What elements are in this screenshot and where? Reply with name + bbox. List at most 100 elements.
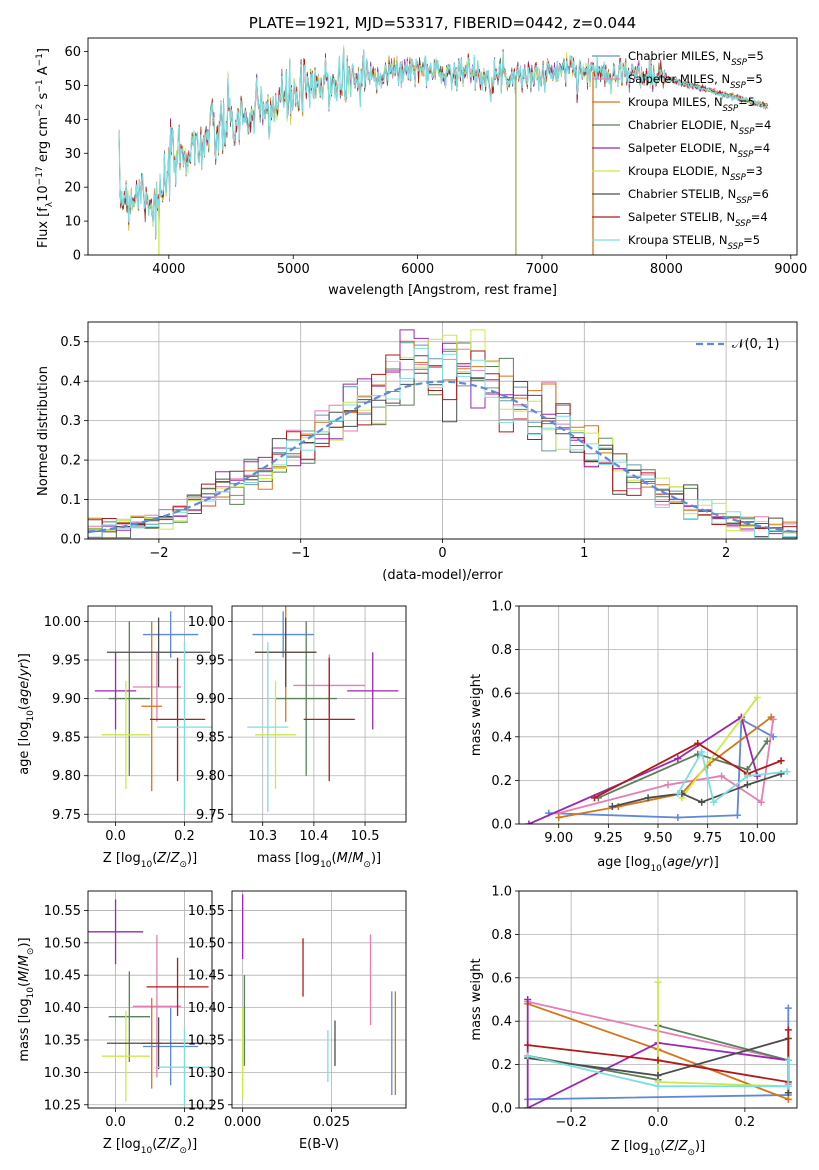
weight-line-7 <box>527 1029 790 1084</box>
y-tick-label: 10.00 <box>44 615 81 630</box>
panel-mass_vs_Z <box>84 890 213 1112</box>
y-axis-label: mass weight <box>469 674 484 756</box>
legend-entry: Salpeter STELIB, NSSP=4 <box>628 210 768 229</box>
y-tick-label: 10.40 <box>44 1001 81 1016</box>
x-tick-label: 8000 <box>650 262 683 277</box>
weight-marker <box>608 803 616 811</box>
x-axis-label: (data-model)/error <box>382 568 503 583</box>
weight-marker <box>664 781 672 789</box>
weight-marker <box>710 798 718 806</box>
weight-marker <box>524 1052 532 1060</box>
y-tick-label: 0.1 <box>60 493 81 508</box>
x-axis-label: wavelength [Angstrom, rest frame] <box>328 283 557 298</box>
x-tick-label: 0.0 <box>105 829 126 844</box>
x-axis-label: mass [log10(M/M⊙)] <box>257 851 381 870</box>
y-tick-label: 0.8 <box>491 928 512 943</box>
y-tick-label: 10 <box>64 215 81 230</box>
plot-area <box>88 899 212 1107</box>
x-tick-label: 9.50 <box>644 831 673 846</box>
weight-marker <box>743 772 751 780</box>
axes-frame <box>87 37 798 256</box>
y-tick-label: 0.2 <box>491 1058 512 1073</box>
normal-curve <box>88 380 797 534</box>
axes-frame <box>518 890 798 1109</box>
plot-area <box>94 611 212 812</box>
axes-frame <box>518 605 798 825</box>
weight-marker <box>674 755 682 763</box>
x-axis-label: E(B-V) <box>299 1137 339 1152</box>
y-tick-label: 9.85 <box>52 731 81 746</box>
legend-entry: 𝒩(0, 1) <box>732 337 779 352</box>
weight-marker <box>674 813 682 821</box>
y-tick-label: 0.4 <box>491 730 512 745</box>
x-tick-label: 2 <box>722 546 730 561</box>
panel-residual_histogram <box>84 321 798 543</box>
weight-marker <box>718 772 726 780</box>
legend-entry: Kroupa ELODIE, NSSP=3 <box>628 164 763 183</box>
y-tick-label: 60 <box>64 45 81 60</box>
weight-marker <box>654 1056 662 1064</box>
weight-marker <box>524 1104 532 1108</box>
y-tick-label: 9.75 <box>196 808 225 823</box>
y-tick-label: 10.45 <box>188 969 225 984</box>
y-tick-label: 1.0 <box>491 600 512 615</box>
x-tick-label: 5000 <box>277 262 310 277</box>
x-tick-label: 9.25 <box>594 831 623 846</box>
weight-marker <box>784 1095 792 1103</box>
weight-marker <box>694 739 702 747</box>
y-tick-label: 9.85 <box>196 731 225 746</box>
x-tick-label: 1 <box>580 546 588 561</box>
panel-weight_vs_age <box>515 605 798 828</box>
y-tick-label: 9.95 <box>52 654 81 669</box>
weight-marker <box>654 1071 662 1079</box>
legend-entry: Chabrier STELIB, NSSP=6 <box>628 187 769 206</box>
weight-marker <box>674 789 682 797</box>
x-tick-label: 0.2 <box>174 829 195 844</box>
y-axis-label: age [log10(age/yr)] <box>17 653 36 775</box>
weight-marker <box>524 996 532 1003</box>
weight-line-5 <box>681 697 759 799</box>
y-tick-label: 10.30 <box>188 1066 225 1081</box>
legend-entry: Kroupa MILES, NSSP=5 <box>628 95 755 114</box>
x-axis-label: Z [log10(Z/Z⊙)] <box>103 1137 197 1156</box>
y-tick-label: 0.8 <box>491 643 512 658</box>
y-tick-label: 10.55 <box>188 904 225 919</box>
weight-marker <box>555 813 563 821</box>
panel-age_vs_Z <box>84 605 213 826</box>
y-tick-label: 0.4 <box>60 375 81 390</box>
x-tick-label: 0.2 <box>735 1115 756 1130</box>
weight-line-8 <box>527 1055 790 1088</box>
axes-frame <box>87 890 213 1109</box>
plot-area <box>525 694 791 824</box>
weight-marker <box>644 794 652 802</box>
y-tick-label: 9.75 <box>52 808 81 823</box>
y-tick-label: 0.6 <box>491 971 512 986</box>
weight-marker <box>525 820 533 824</box>
y-tick-label: 30 <box>64 147 81 162</box>
y-axis-label: Normed distribution <box>36 366 51 496</box>
x-tick-label: 9.75 <box>693 831 722 846</box>
y-tick-label: 9.80 <box>52 769 81 784</box>
x-tick-label: 0 <box>438 546 446 561</box>
weight-line-4 <box>528 715 759 824</box>
x-tick-label: 6000 <box>401 262 434 277</box>
weight-marker <box>767 713 775 721</box>
x-tick-label: 9000 <box>774 262 807 277</box>
y-tick-label: 10.25 <box>44 1098 81 1113</box>
weight-marker <box>784 1056 792 1064</box>
y-tick-label: 10.35 <box>188 1033 225 1048</box>
weight-marker <box>743 781 751 789</box>
y-tick-label: 0.2 <box>60 454 81 469</box>
y-axis-label: Flux [fλ10−17 erg cm−2 s−1 A−1] <box>35 48 55 248</box>
weight-marker <box>753 694 761 702</box>
y-tick-label: 0.6 <box>491 687 512 702</box>
x-tick-label: −1 <box>291 546 310 561</box>
weight-marker <box>654 978 662 986</box>
axes-frame <box>87 605 213 823</box>
y-tick-label: 10.30 <box>44 1066 81 1081</box>
y-tick-label: 10.55 <box>44 904 81 919</box>
spectrum-8 <box>118 48 769 239</box>
y-tick-label: 10.50 <box>188 936 225 951</box>
y-axis-label: mass weight <box>469 958 484 1040</box>
x-tick-label: 0.025 <box>313 1115 350 1130</box>
